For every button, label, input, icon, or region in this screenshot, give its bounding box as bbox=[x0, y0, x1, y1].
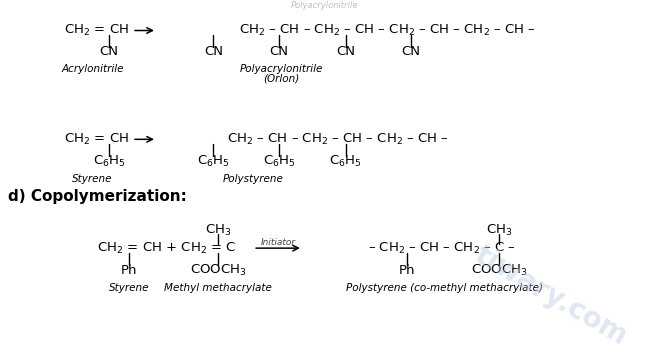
Text: COOCH$_3$: COOCH$_3$ bbox=[471, 263, 528, 278]
Text: Ph: Ph bbox=[399, 264, 415, 277]
Text: C$_6$H$_5$: C$_6$H$_5$ bbox=[329, 154, 362, 169]
Text: tiwary.com: tiwary.com bbox=[470, 240, 632, 351]
Text: CH$_2$ = CH: CH$_2$ = CH bbox=[64, 132, 129, 147]
Text: Methyl methacrylate: Methyl methacrylate bbox=[165, 283, 272, 293]
Text: CN: CN bbox=[204, 45, 223, 58]
Text: – CH$_2$ – CH – CH$_2$ – C –: – CH$_2$ – CH – CH$_2$ – C – bbox=[368, 240, 516, 256]
Text: CH$_2$ – CH – CH$_2$ – CH – CH$_2$ – CH – CH$_2$ – CH –: CH$_2$ – CH – CH$_2$ – CH – CH$_2$ – CH … bbox=[239, 23, 536, 38]
Text: CH$_3$: CH$_3$ bbox=[205, 223, 232, 238]
Text: Acrylonitrile: Acrylonitrile bbox=[61, 64, 124, 74]
Text: CH$_3$: CH$_3$ bbox=[486, 223, 513, 238]
Text: CN: CN bbox=[269, 45, 288, 58]
Text: Polyacrylonitrile: Polyacrylonitrile bbox=[291, 1, 358, 10]
Text: CN: CN bbox=[402, 45, 421, 58]
Text: CH$_2$ – CH – CH$_2$ – CH – CH$_2$ – CH –: CH$_2$ – CH – CH$_2$ – CH – CH$_2$ – CH … bbox=[227, 132, 449, 147]
Text: CH$_2$ = CH: CH$_2$ = CH bbox=[64, 23, 129, 38]
Text: C$_6$H$_5$: C$_6$H$_5$ bbox=[197, 154, 230, 169]
Text: CN: CN bbox=[336, 45, 355, 58]
Text: C$_6$H$_5$: C$_6$H$_5$ bbox=[263, 154, 296, 169]
Text: Styrene: Styrene bbox=[72, 174, 112, 184]
Text: Ph: Ph bbox=[121, 264, 137, 277]
Text: C$_6$H$_5$: C$_6$H$_5$ bbox=[93, 154, 126, 169]
Text: Polystyrene: Polystyrene bbox=[223, 174, 284, 184]
Text: Polyacrylonitrile: Polyacrylonitrile bbox=[239, 64, 322, 74]
Text: Styrene: Styrene bbox=[109, 283, 149, 293]
Text: COOCH$_3$: COOCH$_3$ bbox=[190, 263, 247, 278]
Text: (Orlon): (Orlon) bbox=[263, 74, 299, 84]
Text: d) Copolymerization:: d) Copolymerization: bbox=[8, 189, 187, 204]
Text: CN: CN bbox=[99, 45, 119, 58]
Text: Initiator: Initiator bbox=[260, 238, 296, 247]
Text: CH$_2$ = CH + CH$_2$ = C: CH$_2$ = CH + CH$_2$ = C bbox=[97, 240, 237, 256]
Text: Polystyrene (co-methyl methacrylate): Polystyrene (co-methyl methacrylate) bbox=[347, 283, 543, 293]
